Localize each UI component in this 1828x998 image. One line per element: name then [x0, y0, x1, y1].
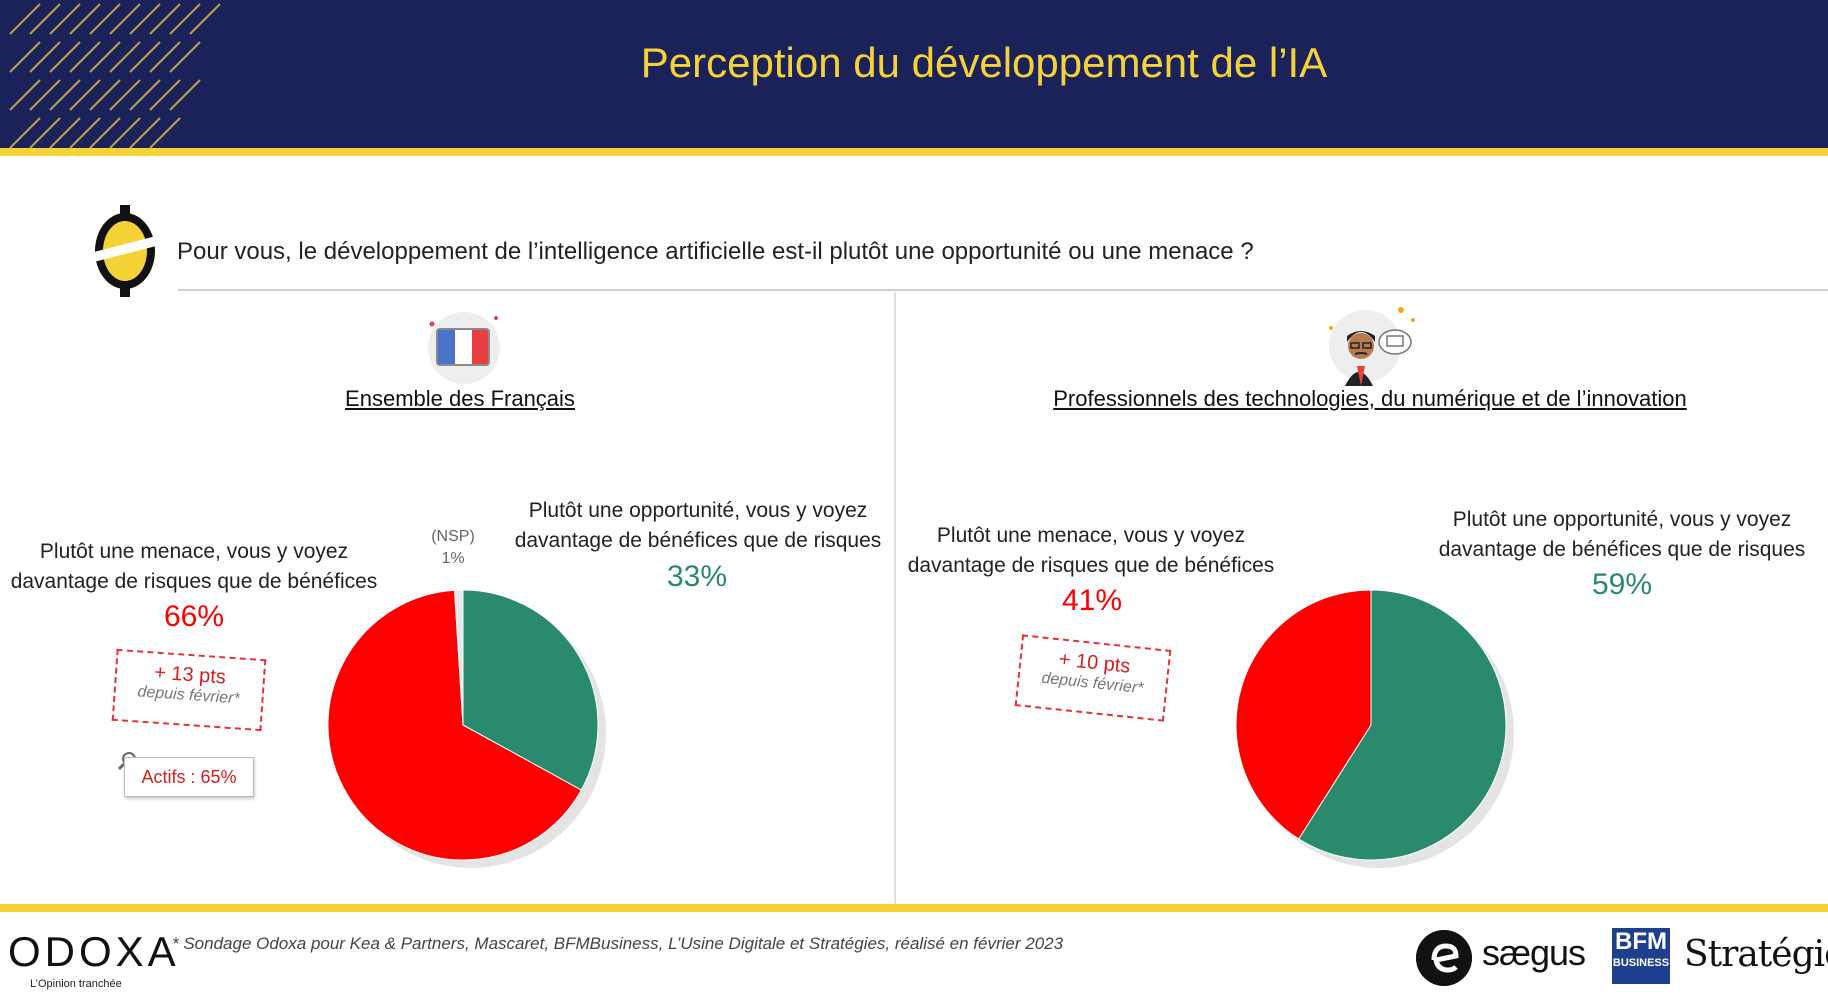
- header-banner: Perception du développement de l’IA: [0, 0, 1828, 148]
- header-rule: [0, 148, 1828, 156]
- actifs-callout: Actifs : 65%: [124, 757, 254, 797]
- group-title-professionnels: Professionnels des technologies, du numé…: [1053, 386, 1687, 411]
- page-title: Perception du développement de l’IA: [640, 38, 1328, 86]
- opportunite-label-professionnels: Plutôt une opportunité, vous y voyez dav…: [1438, 508, 1806, 561]
- pie-slice-plut-t-une-opportunit-: [462, 589, 599, 791]
- pie-chart-francais: [327, 589, 606, 868]
- group-title-francais: Ensemble des Français: [345, 386, 575, 411]
- strategies-logo: Stratégies: [1684, 934, 1828, 975]
- opportunite-pct-professionnels: 59%: [1591, 568, 1653, 601]
- survey-footnote: * Sondage Odoxa pour Kea & Partners, Mas…: [172, 934, 1064, 953]
- nsp-label-francais: (NSP) 1%: [420, 526, 486, 570]
- evolution-badge-francais: + 13 pts depuis février*: [111, 648, 267, 732]
- footer-rule: [0, 904, 1828, 912]
- menace-label-francais: Plutôt une menace, vous y voyez davantag…: [10, 540, 378, 593]
- column-divider: [894, 292, 896, 904]
- bfm-business-logo: BFM BUSINESS: [1612, 928, 1670, 984]
- odoxa-logo: ODOXA: [8, 928, 180, 975]
- opportunite-pct-francais: 33%: [666, 560, 728, 593]
- odoxa-tagline: L’Opinion tranchée: [30, 978, 122, 990]
- nsp-pct: 1%: [441, 550, 465, 567]
- pie-slice-plut-t-une-opportunit-: [1297, 589, 1507, 861]
- pie-slice-plut-t-une-menace: [327, 589, 582, 861]
- pie-slice-nsp: [453, 589, 464, 726]
- tech-professional-icon: [1329, 307, 1415, 386]
- nsp-label: (NSP): [431, 528, 475, 545]
- saegus-logo: sægus: [1482, 932, 1586, 973]
- opportunite-label-francais: Plutôt une opportunité, vous y voyez dav…: [514, 499, 882, 552]
- pie-slice-plut-t-une-menace: [1235, 589, 1372, 840]
- odoxa-pictogram-icon: [90, 205, 160, 297]
- header-pattern: [9, 3, 221, 148]
- question-underline: [178, 289, 1828, 291]
- kea-logo-icon: [1416, 930, 1472, 986]
- menace-pct-francais: 66%: [163, 600, 225, 633]
- pie-chart-professionnels: [1235, 589, 1514, 868]
- france-flag-icon: [428, 312, 500, 384]
- menace-pct-professionnels: 41%: [1061, 584, 1123, 617]
- menace-label-professionnels: Plutôt une menace, vous y voyez davantag…: [907, 524, 1275, 577]
- evolution-badge-professionnels: + 10 pts depuis février*: [1014, 634, 1172, 722]
- survey-question: Pour vous, le développement de l’intelli…: [177, 238, 1254, 265]
